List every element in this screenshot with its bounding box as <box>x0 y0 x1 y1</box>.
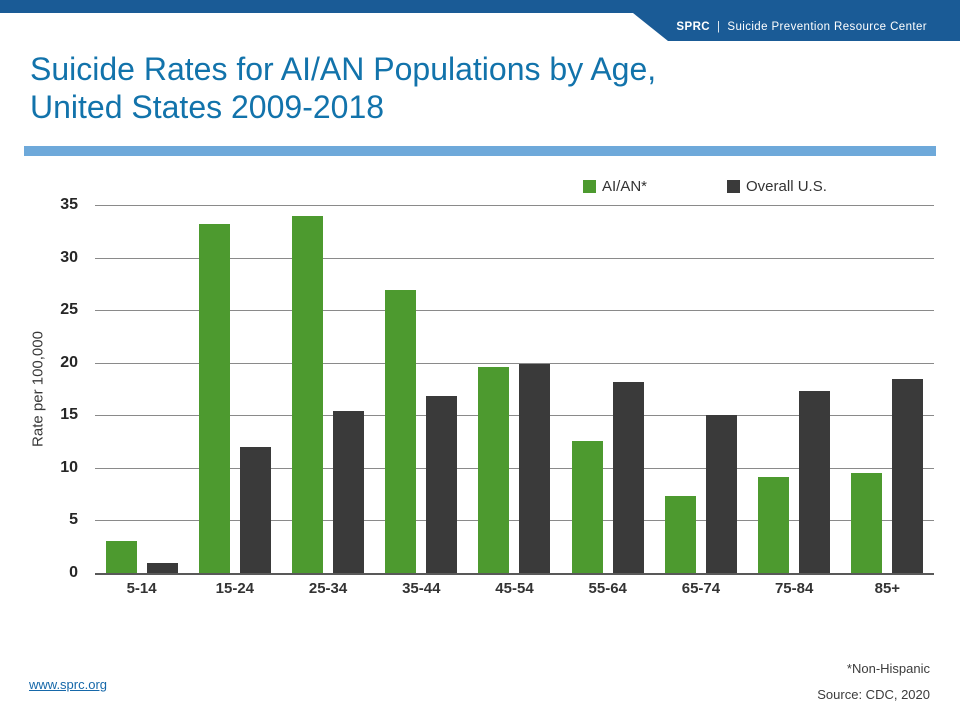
bar-group-55-64 <box>561 205 654 573</box>
bar-overall-u-s-75-84 <box>799 391 831 573</box>
sprc-link[interactable]: www.sprc.org <box>29 677 108 692</box>
x-axis-label-85+: 85+ <box>874 580 901 597</box>
brand-name: SPRC <box>676 21 710 33</box>
gridline-10 <box>95 467 934 469</box>
bar-group-85+ <box>841 205 934 573</box>
bar-group-45-54 <box>468 205 561 573</box>
y-tick-label-30: 30 <box>60 248 78 266</box>
legend-swatch-icon <box>583 180 596 193</box>
y-tick-label-35: 35 <box>60 196 78 213</box>
chart-legend: AI/AN* Overall U.S. <box>583 178 827 195</box>
title-divider <box>24 146 936 156</box>
x-axis-label-75-84: 75-84 <box>774 580 814 597</box>
bar-overall-u-s-35-44 <box>426 396 458 573</box>
x-axis-labels: 5-14 15-24 25-34 35-44 45-54 55-64 65-74 75-84 8… <box>95 580 934 597</box>
page-title: Suicide Rates for AI/AN Populations by A… <box>30 50 656 126</box>
page-title-line2: United States 2009-2018 <box>30 89 385 125</box>
plot-area <box>95 205 934 575</box>
gridline-30 <box>95 257 934 259</box>
bar-group-5-14 <box>95 205 188 573</box>
bar-overall-u-s-65-74 <box>705 415 737 573</box>
bar-overall-u-s-25-34 <box>333 411 365 573</box>
y-tick-label-5: 5 <box>69 511 78 529</box>
bar-ai-an-25-34 <box>292 215 324 573</box>
y-tick-label-20: 20 <box>60 353 78 371</box>
legend-label: Overall U.S. <box>746 178 827 195</box>
brand-tagline: Suicide Prevention Resource Center <box>727 21 927 33</box>
bar-ai-an-5-14 <box>105 541 137 573</box>
bar-overall-u-s-15-24 <box>239 446 271 573</box>
bar-ai-an-85+ <box>851 473 883 573</box>
bar-ai-an-35-44 <box>385 290 417 573</box>
gridline-5 <box>95 520 934 522</box>
source-note: Source: CDC, 2020 <box>817 687 930 702</box>
page-title-line1: Suicide Rates for AI/AN Populations by A… <box>30 51 657 87</box>
bar-ai-an-45-54 <box>478 366 510 573</box>
bar-group-65-74 <box>654 205 747 573</box>
y-tick-label-15: 15 <box>60 406 78 424</box>
bar-ai-an-55-64 <box>571 440 603 573</box>
bars-row <box>95 205 934 573</box>
gridline-35 <box>95 205 934 206</box>
bar-group-15-24 <box>188 205 281 573</box>
bar-overall-u-s-5-14 <box>146 562 178 573</box>
non-hispanic-footnote: *Non-Hispanic <box>846 661 930 676</box>
x-axis-label-5-14: 5-14 <box>126 580 157 597</box>
header-bar <box>0 0 960 13</box>
x-axis-label-55-64: 55-64 <box>588 580 627 597</box>
gridline-20 <box>95 362 934 364</box>
x-axis-label-45-54: 45-54 <box>495 580 534 597</box>
bar-overall-u-s-85+ <box>892 378 924 573</box>
x-axis-label-15-24: 15-24 <box>215 580 255 597</box>
y-tick-label-10: 10 <box>60 458 78 476</box>
legend-label: AI/AN* <box>602 178 648 195</box>
gridline-15 <box>95 415 934 417</box>
bar-overall-u-s-45-54 <box>519 363 551 573</box>
legend-swatch-icon <box>727 180 741 193</box>
bar-ai-an-75-84 <box>758 477 790 573</box>
legend-item-overall-u-s: Overall U.S. <box>727 178 827 195</box>
bar-group-75-84 <box>748 205 841 573</box>
brand-separator: | <box>716 21 721 33</box>
x-axis-label-65-74: 65-74 <box>681 580 721 597</box>
brand-banner: SPRC | Suicide Prevention Resource Cente… <box>633 13 960 41</box>
y-axis-ticks: 35 30 25 20 15 10 5 0 <box>30 196 78 581</box>
bar-overall-u-s-55-64 <box>612 381 644 573</box>
bar-ai-an-65-74 <box>664 496 696 573</box>
x-axis-line <box>95 573 934 575</box>
bar-group-35-44 <box>375 205 468 573</box>
x-axis-label-35-44: 35-44 <box>402 580 441 597</box>
bar-ai-an-15-24 <box>198 223 230 573</box>
bar-group-25-34 <box>281 205 374 573</box>
legend-item-ai-an: AI/AN* <box>583 178 647 195</box>
gridline-25 <box>95 310 934 312</box>
y-tick-label-0: 0 <box>69 564 78 581</box>
x-axis-label-25-34: 25-34 <box>308 580 348 597</box>
y-tick-label-25: 25 <box>60 301 78 319</box>
